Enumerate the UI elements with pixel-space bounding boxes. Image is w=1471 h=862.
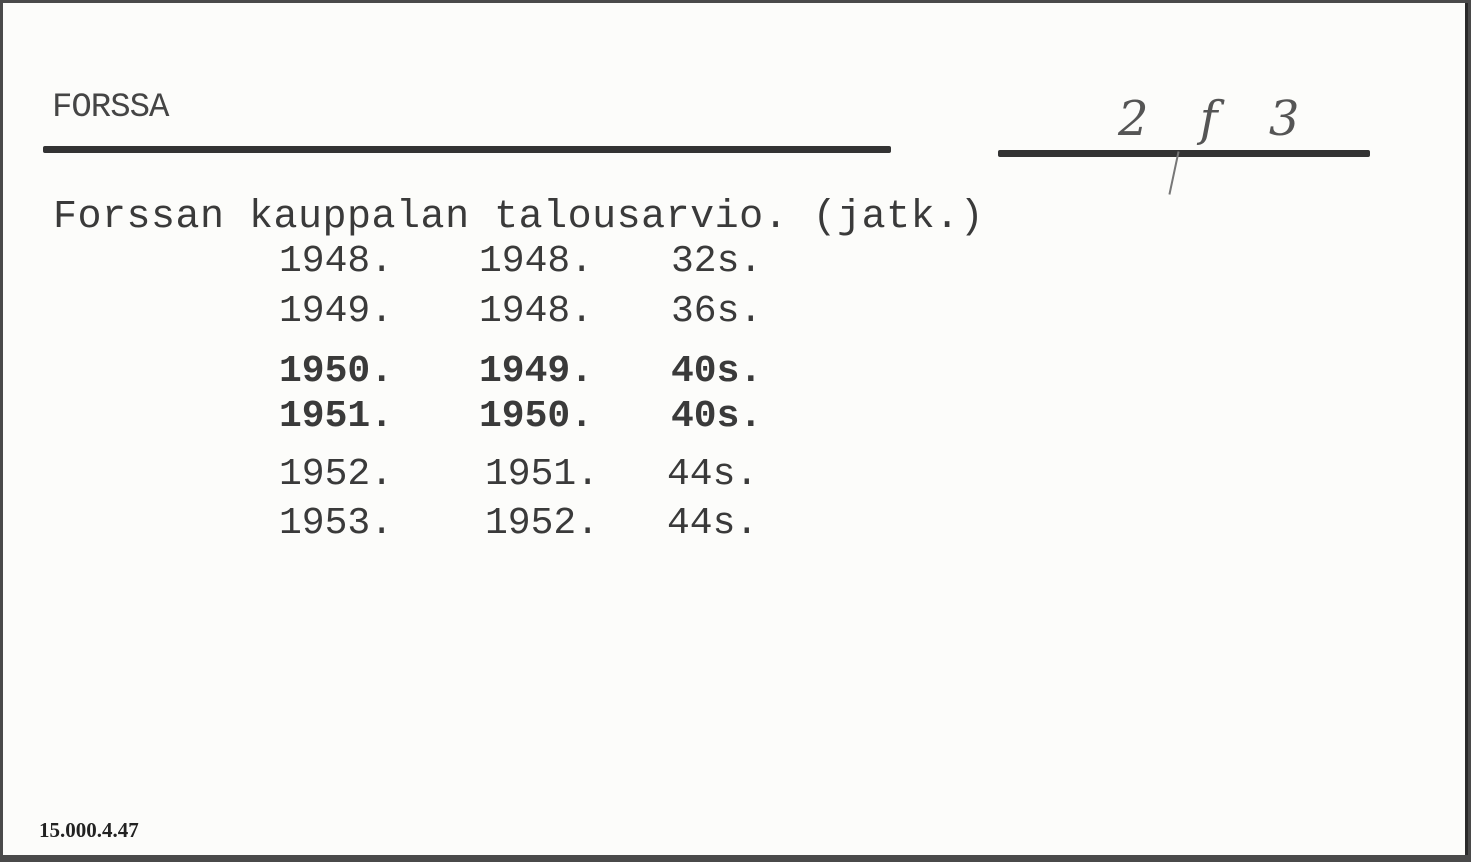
entry-pages: 40s. [671, 395, 763, 438]
entry-row: 1952. 1951. 44s. [3, 453, 903, 503]
entry-published: 1952. [485, 502, 600, 545]
check-mark [1168, 151, 1180, 195]
entry-pages: 32s. [671, 240, 763, 283]
heading-rule [43, 146, 891, 153]
entry-year: 1948. [279, 240, 394, 283]
entry-year: 1950. [279, 350, 394, 393]
entry-published: 1948. [479, 290, 594, 333]
entry-published: 1950. [479, 395, 594, 438]
entry-pages: 40s. [671, 350, 763, 393]
handwritten-number: 2 f 3 [1118, 91, 1318, 147]
card-heading: FORSSA [52, 89, 169, 127]
entry-pages: 36s. [671, 290, 763, 333]
entry-year: 1953. [279, 502, 394, 545]
entry-row: 1951. 1950. 40s. [3, 395, 903, 445]
entry-pages: 44s. [667, 502, 759, 545]
card-print-code: 15.000.4.47 [39, 818, 139, 842]
entry-pages: 44s. [667, 453, 759, 496]
entry-row: 1953. 1952. 44s. [3, 502, 903, 552]
card-title: Forssan kauppalan talousarvio. (jatk.) [53, 195, 985, 240]
catalog-card: FORSSA 2 f 3 Forssan kauppalan talousarv… [3, 3, 1468, 855]
entry-year: 1949. [279, 290, 394, 333]
entry-published: 1948. [479, 240, 594, 283]
entry-year: 1952. [279, 453, 394, 496]
entry-year: 1951. [279, 395, 394, 438]
entry-row: 1949. 1948. 36s. [3, 290, 903, 340]
entry-published: 1949. [479, 350, 594, 393]
entry-row: 1950. 1949. 40s. [3, 350, 903, 400]
number-rule [998, 150, 1370, 157]
entry-published: 1951. [485, 453, 600, 496]
entry-row: 1948. 1948. 32s. [3, 240, 903, 290]
